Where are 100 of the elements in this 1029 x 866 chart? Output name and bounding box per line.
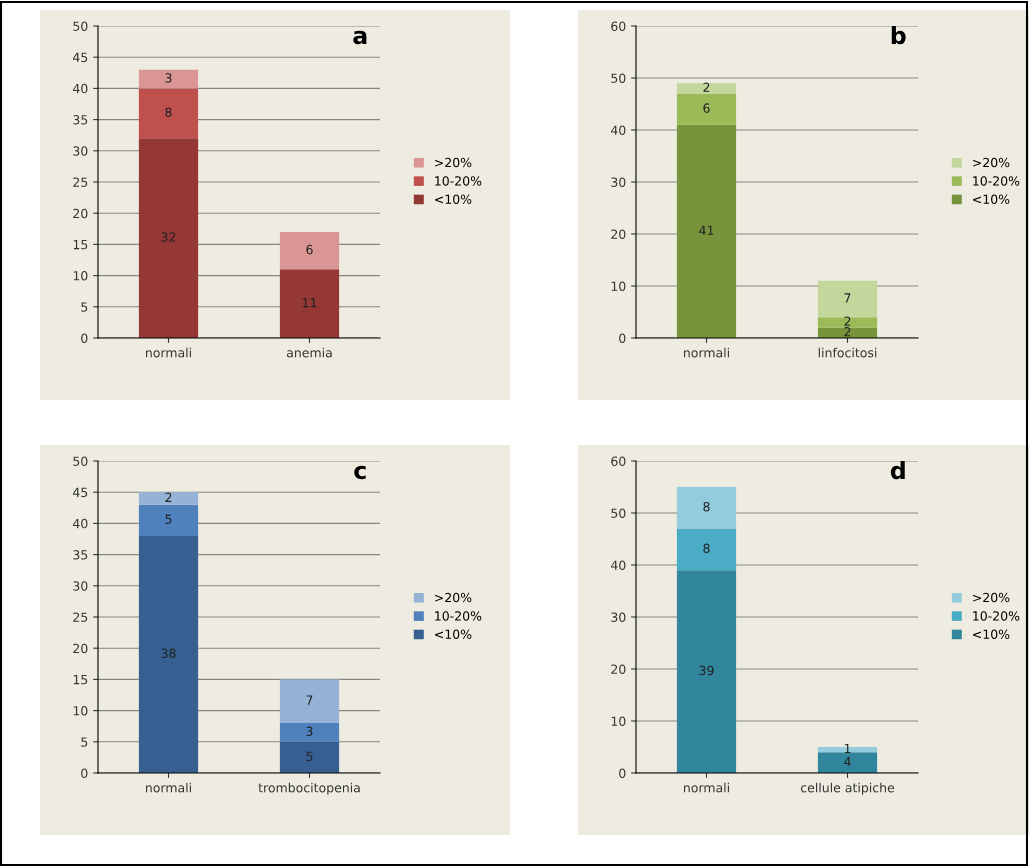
y-tick-label: 20	[73, 643, 88, 654]
bar	[676, 570, 737, 773]
bar	[138, 535, 199, 773]
y-tick-label: 30	[73, 581, 88, 591]
y-tick-label: 30	[611, 177, 626, 187]
y-tick-label: 10	[73, 706, 88, 716]
y-tick-label: 5	[81, 302, 88, 312]
data-label: 41	[699, 225, 714, 235]
y-tick-label: 0	[619, 333, 626, 343]
chart-title: d	[890, 461, 905, 480]
data-label: 32	[161, 232, 176, 242]
bar	[138, 69, 199, 89]
y-tick-label: 35	[73, 550, 88, 560]
legend-label: >20%	[435, 157, 472, 168]
legend-label: 10-20%	[435, 611, 482, 621]
x-tick-label: normali	[684, 347, 729, 358]
y-tick-label: 15	[73, 675, 88, 685]
bar	[279, 269, 340, 338]
bar	[138, 138, 199, 338]
y-tick-label: 50	[73, 456, 88, 466]
bar	[817, 280, 878, 318]
y-tick-label: 30	[73, 146, 88, 156]
y-tick-label: 0	[81, 768, 88, 778]
y-tick-label: 40	[72, 83, 88, 94]
bar	[138, 492, 199, 505]
y-tick-label: 50	[611, 73, 626, 83]
y-tick-label: 50	[611, 508, 626, 518]
legend-label: >20%	[973, 592, 1010, 603]
x-tick-label: normali	[684, 782, 729, 793]
bar	[676, 487, 737, 529]
data-label: 5	[165, 514, 172, 524]
legend-label: <10%	[435, 629, 472, 639]
data-label: 8	[703, 543, 710, 554]
y-tick-label: 45	[72, 487, 88, 498]
x-tick-label: trombocitopenia	[258, 782, 360, 795]
y-tick-label: 10	[611, 716, 626, 726]
legend-label: <10%	[973, 194, 1010, 204]
legend-label: 10-20%	[973, 176, 1020, 186]
y-tick-label: 10	[611, 281, 626, 291]
data-label: 38	[161, 648, 176, 659]
y-tick-label: 20	[611, 229, 626, 239]
bar	[279, 723, 340, 742]
y-tick-label: 60	[611, 456, 626, 466]
data-label: 6	[306, 244, 313, 255]
bar	[279, 679, 340, 724]
data-label: 5	[306, 751, 313, 762]
y-tick-label: 0	[619, 768, 626, 778]
bar	[279, 741, 340, 773]
data-label: 8	[703, 501, 710, 512]
x-tick-label: normali	[146, 782, 191, 793]
data-label: 6	[703, 103, 710, 113]
x-tick-label: cellule atipiche	[800, 782, 895, 795]
data-label: 7	[306, 695, 313, 705]
legend-label: <10%	[435, 194, 472, 204]
x-tick-label: linfocitosi	[818, 347, 877, 358]
bar	[676, 124, 737, 338]
bar	[138, 504, 199, 536]
bar	[138, 88, 199, 139]
bar	[676, 83, 737, 94]
y-tick-label: 30	[611, 612, 626, 622]
y-tick-label: 25	[73, 177, 88, 187]
data-label: 39	[699, 665, 714, 676]
data-label: 3	[165, 73, 172, 83]
data-label: 3	[306, 726, 313, 737]
y-tick-label: 40	[610, 125, 626, 135]
x-tick-label: normali	[146, 347, 191, 358]
y-tick-label: 40	[610, 560, 626, 570]
y-tick-label: 10	[73, 271, 88, 281]
data-label: 7	[844, 293, 851, 303]
data-label: 2	[844, 316, 851, 326]
legend-label: 10-20%	[973, 611, 1020, 621]
legend-label: >20%	[973, 157, 1010, 168]
bar	[676, 93, 737, 125]
bar	[817, 752, 878, 773]
legend-label: >20%	[435, 592, 472, 603]
data-label: 2	[844, 326, 851, 337]
y-tick-label: 20	[73, 208, 88, 219]
y-tick-label: 50	[73, 21, 88, 31]
data-label: 2	[703, 82, 710, 92]
data-label: 8	[165, 107, 172, 117]
y-tick-label: 35	[73, 115, 88, 125]
y-tick-label: 5	[81, 737, 88, 747]
y-tick-label: 40	[72, 518, 88, 529]
bar	[279, 231, 340, 270]
data-label: 4	[844, 756, 851, 767]
x-tick-label: anemia	[286, 347, 332, 358]
y-tick-label: 25	[73, 612, 88, 622]
chart-title: c	[354, 465, 366, 480]
y-tick-label: 15	[73, 240, 88, 250]
data-label: 11	[302, 298, 317, 308]
data-label: 2	[165, 492, 172, 502]
y-tick-label: 60	[611, 21, 626, 31]
bar	[676, 528, 737, 571]
y-tick-label: 0	[81, 333, 88, 343]
data-label: 1	[844, 743, 851, 754]
y-tick-label: 45	[72, 52, 88, 63]
chart-title: b	[891, 26, 906, 45]
y-tick-label: 20	[611, 664, 626, 674]
legend-label: <10%	[973, 629, 1010, 639]
chart-title: a	[353, 30, 367, 45]
